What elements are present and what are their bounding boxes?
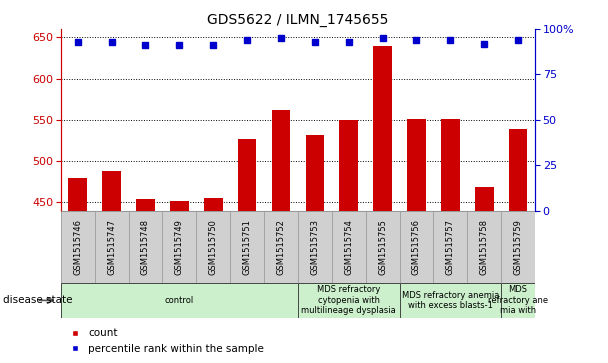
Text: MDS refractory
cytopenia with
multilineage dysplasia: MDS refractory cytopenia with multilinea… <box>302 285 396 315</box>
Text: GSM1515752: GSM1515752 <box>277 219 286 275</box>
Title: GDS5622 / ILMN_1745655: GDS5622 / ILMN_1745655 <box>207 13 389 26</box>
Text: GSM1515755: GSM1515755 <box>378 219 387 275</box>
Legend: count, percentile rank within the sample: count, percentile rank within the sample <box>60 324 268 358</box>
Bar <box>102 171 121 211</box>
Bar <box>204 198 223 211</box>
Bar <box>475 187 494 211</box>
Text: control: control <box>165 296 194 305</box>
Text: MDS
refractory ane
mia with: MDS refractory ane mia with <box>488 285 548 315</box>
Bar <box>509 129 527 211</box>
Bar <box>373 45 392 211</box>
Text: GSM1515748: GSM1515748 <box>141 219 150 275</box>
Text: GSM1515750: GSM1515750 <box>209 219 218 275</box>
Text: GSM1515747: GSM1515747 <box>107 219 116 275</box>
Text: GSM1515751: GSM1515751 <box>243 219 252 275</box>
Text: GSM1515759: GSM1515759 <box>514 219 523 275</box>
Bar <box>272 110 290 211</box>
Bar <box>69 178 87 211</box>
Text: GSM1515757: GSM1515757 <box>446 219 455 275</box>
Text: GSM1515753: GSM1515753 <box>310 219 319 275</box>
Text: GSM1515758: GSM1515758 <box>480 219 489 275</box>
Text: GSM1515756: GSM1515756 <box>412 219 421 275</box>
Text: GSM1515754: GSM1515754 <box>344 219 353 275</box>
Bar <box>170 201 188 211</box>
Text: MDS refractory anemia
with excess blasts-1: MDS refractory anemia with excess blasts… <box>402 291 499 310</box>
Text: GSM1515749: GSM1515749 <box>175 219 184 275</box>
Bar <box>441 119 460 211</box>
Text: GSM1515746: GSM1515746 <box>73 219 82 275</box>
Bar <box>136 199 155 211</box>
Bar <box>407 119 426 211</box>
Text: disease state: disease state <box>3 295 72 305</box>
Bar <box>339 120 358 211</box>
Bar <box>306 135 324 211</box>
Bar <box>238 139 257 211</box>
